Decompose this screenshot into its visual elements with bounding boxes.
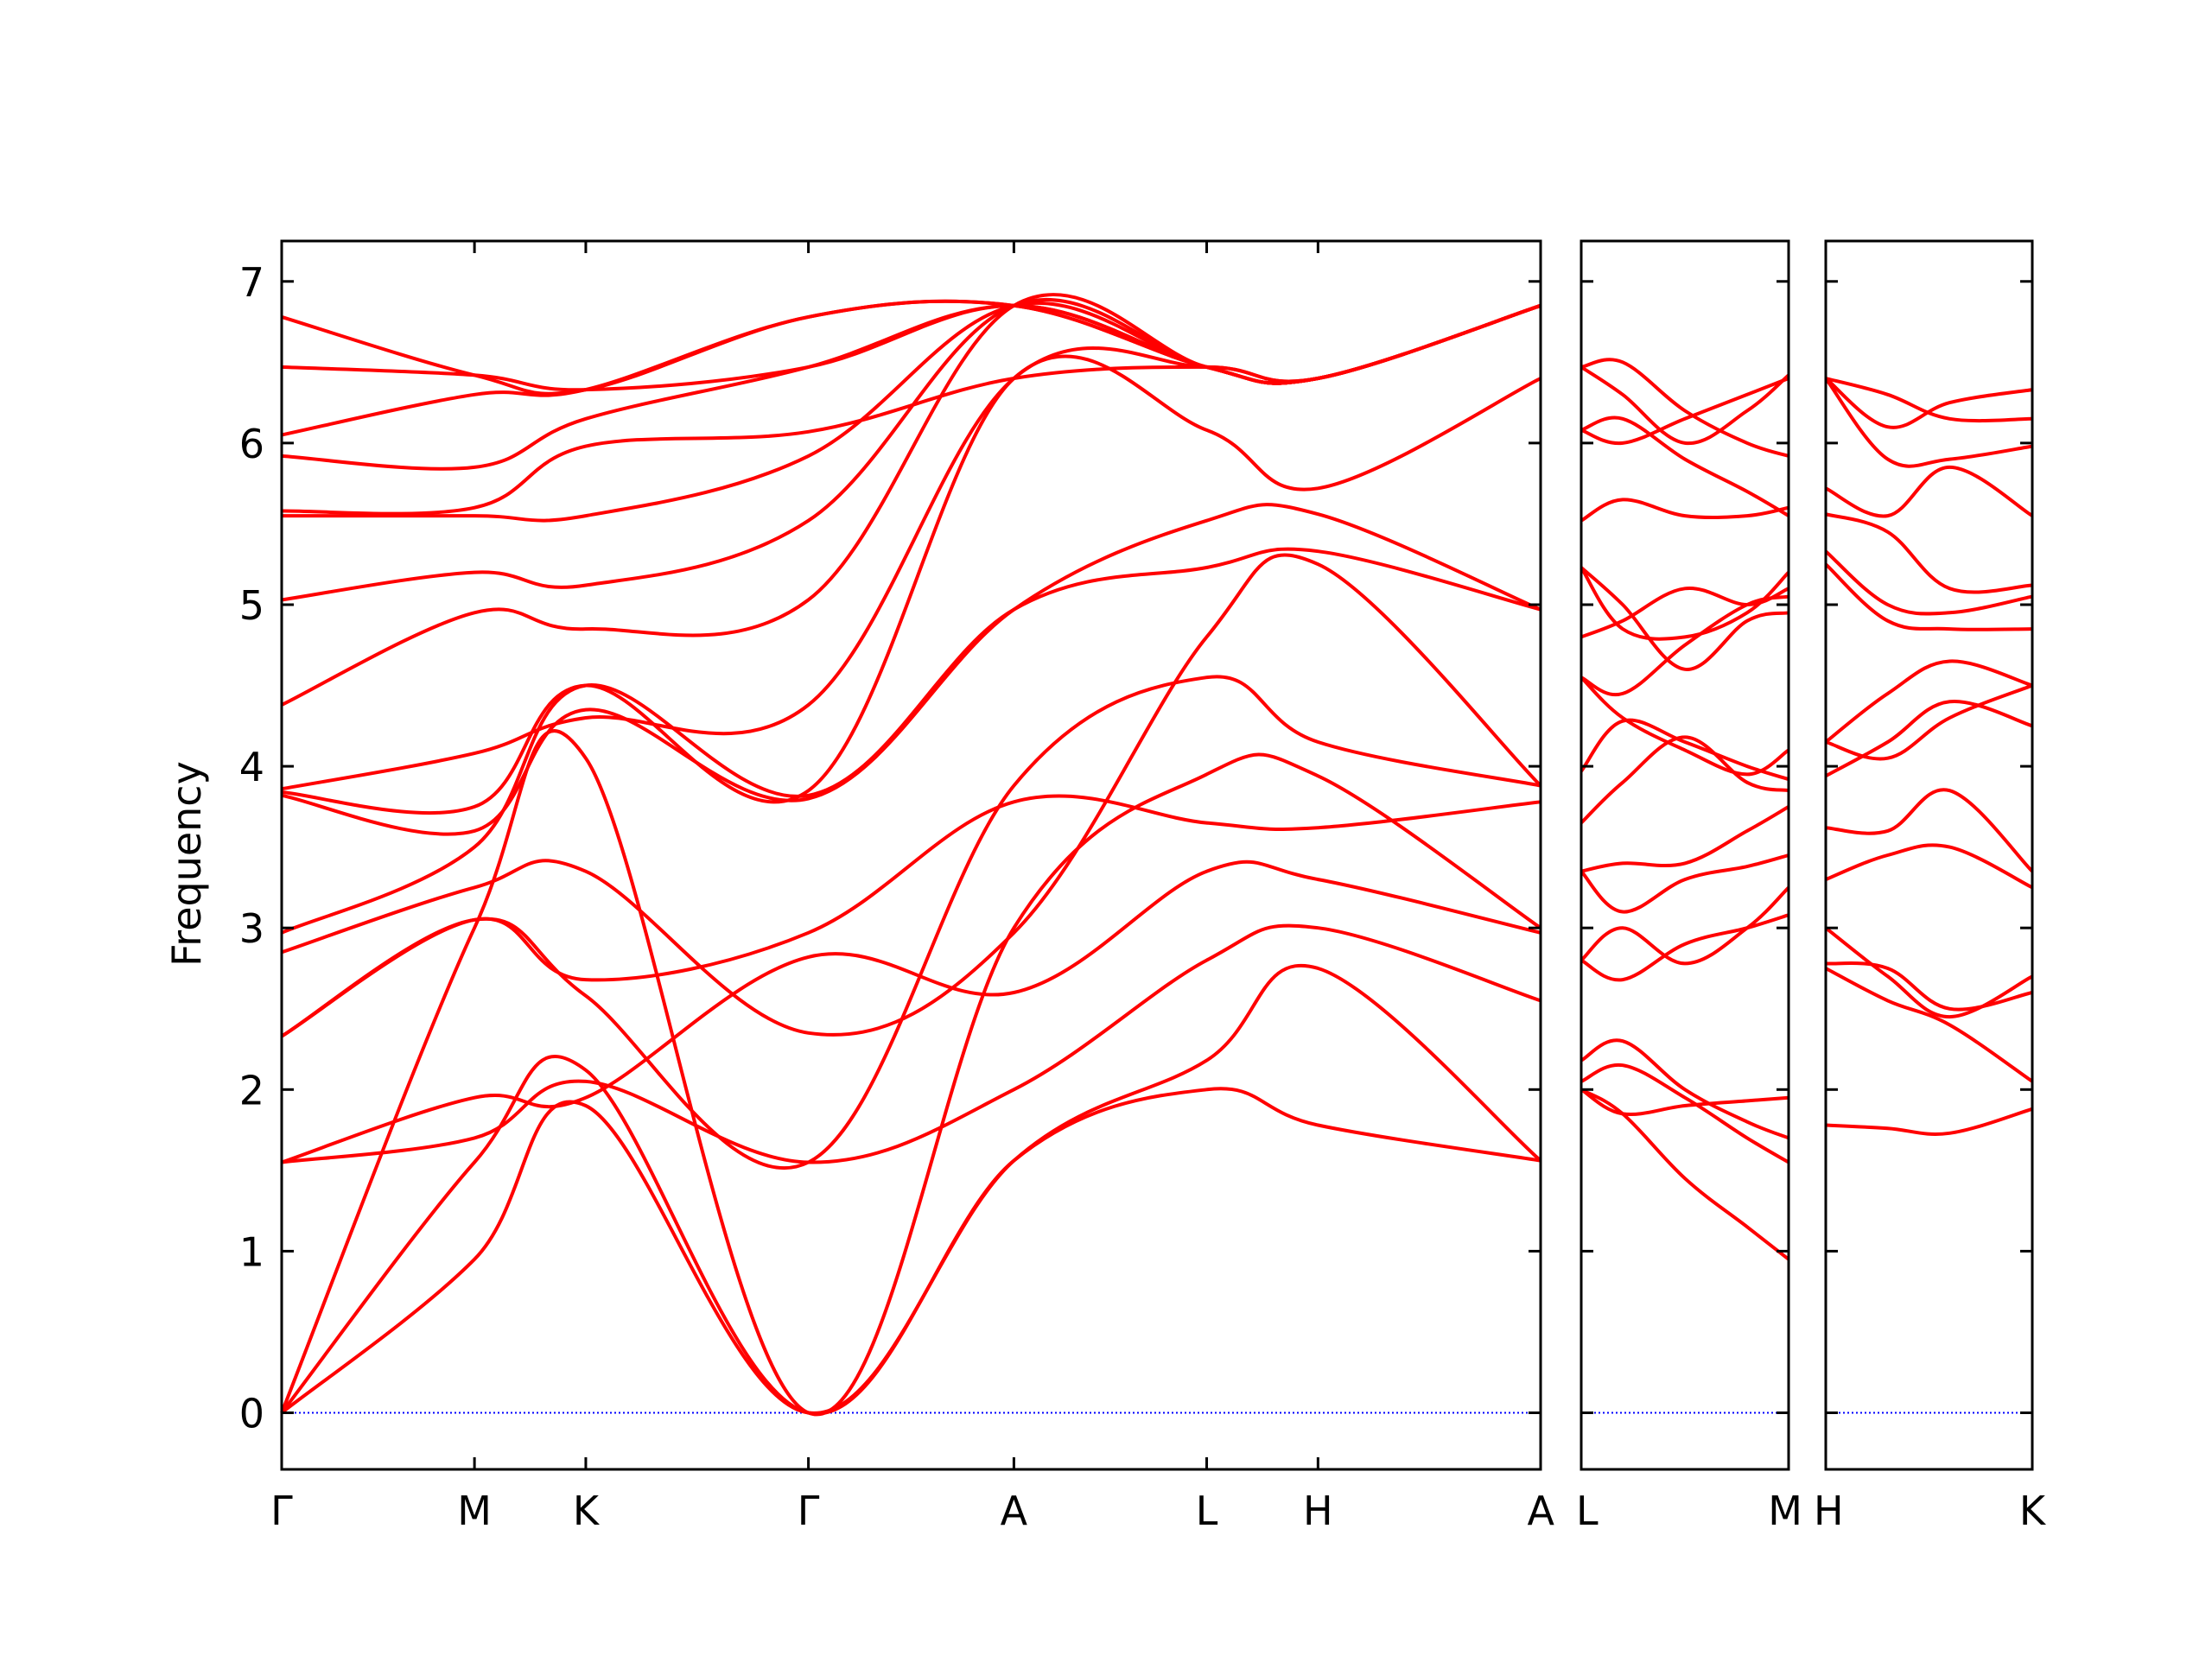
band-line-1-1	[280, 963, 1542, 1415]
band-line-3-1	[1825, 1107, 2033, 1136]
band-line-3-7	[1825, 700, 2033, 778]
panel-frame	[1580, 239, 1790, 1471]
band-line-3-10	[1824, 562, 2033, 631]
y-axis-label: Frequency	[163, 761, 210, 967]
band-line-1-18	[281, 299, 1541, 437]
panel-frame	[280, 239, 1542, 1471]
band-line-2-12	[1580, 594, 1789, 697]
x-tick-label: H	[1303, 1488, 1333, 1534]
band-lines	[280, 293, 2034, 1417]
x-tick-label: K	[2019, 1488, 2047, 1534]
band-line-3-2	[1825, 967, 2034, 1083]
panel-frame	[1824, 239, 2034, 1471]
band-line-2-4	[1580, 1088, 1789, 1117]
band-line-2-6	[1580, 885, 1790, 966]
y-tick-label: 3	[239, 905, 264, 952]
band-line-2-19	[1580, 358, 1789, 458]
band-line-1-7	[280, 675, 1541, 1170]
band-line-1-2	[280, 1055, 1541, 1416]
y-tick-label: 6	[239, 421, 264, 467]
band-line-1-11	[281, 354, 1541, 815]
band-line-2-3	[1580, 1038, 1789, 1140]
band-line-3-14	[1824, 377, 2033, 468]
y-tick-label: 0	[239, 1391, 264, 1437]
x-tick-label: A	[1001, 1488, 1028, 1534]
band-line-3-5	[1825, 843, 2033, 890]
band-line-2-9	[1580, 735, 1789, 825]
x-tick-label: M	[457, 1488, 492, 1534]
band-line-2-17	[1580, 377, 1789, 446]
band-line-2-18	[1580, 416, 1790, 517]
x-tick-label: M	[1768, 1488, 1802, 1534]
band-line-1-8	[281, 553, 1542, 1037]
x-tick-label: L	[1576, 1488, 1599, 1534]
x-tick-label: Γ	[798, 1488, 820, 1534]
band-line-1-15	[281, 301, 1541, 523]
band-line-1-3	[280, 729, 1542, 1417]
band-line-3-8	[1825, 683, 2033, 761]
x-tick-label: Γ	[270, 1488, 293, 1534]
y-tick-label: 2	[239, 1067, 264, 1113]
band-line-3-9	[1824, 659, 2033, 744]
band-line-2-11	[1580, 676, 1790, 777]
band-line-3-6	[1825, 788, 2034, 873]
y-tick-label: 7	[239, 259, 264, 306]
band-line-2-15	[1580, 566, 1789, 671]
band-line-2-14	[1580, 566, 1790, 641]
band-line-1-9	[281, 547, 1541, 935]
band-line-1-5	[281, 860, 1541, 1164]
x-tick-label: L	[1196, 1488, 1218, 1534]
band-line-3-3	[1825, 961, 2033, 1012]
band-line-1-19	[281, 303, 1541, 392]
axis-ticks	[280, 241, 2034, 1469]
band-line-3-12	[1825, 512, 2033, 594]
band-line-3-15	[1825, 377, 2033, 423]
band-line-1-13	[281, 293, 1541, 707]
band-line-3-11	[1824, 549, 2033, 616]
band-line-3-13	[1825, 465, 2034, 518]
band-line-2-2	[1580, 1063, 1790, 1164]
band-line-2-10	[1580, 718, 1789, 782]
y-tick-label: 5	[239, 582, 264, 629]
x-tick-label: H	[1814, 1488, 1844, 1534]
y-tick-label: 4	[239, 744, 264, 790]
band-line-2-1	[1580, 1088, 1790, 1261]
band-line-1-10	[281, 503, 1541, 836]
band-line-3-4	[1824, 926, 2033, 1019]
band-line-2-7	[1580, 853, 1789, 914]
x-tick-label: K	[573, 1488, 601, 1534]
band-line-3-16	[1824, 377, 2033, 429]
band-line-1-20	[281, 299, 1541, 396]
band-line-2-5	[1580, 913, 1789, 982]
panel-frames	[280, 239, 2034, 1471]
band-line-2-16	[1580, 498, 1789, 523]
x-tick-label: A	[1528, 1488, 1555, 1534]
y-tick-label: 1	[239, 1228, 264, 1275]
band-line-2-20	[1580, 365, 1790, 446]
band-line-1-4	[281, 923, 1541, 1164]
band-line-2-8	[1580, 805, 1790, 873]
